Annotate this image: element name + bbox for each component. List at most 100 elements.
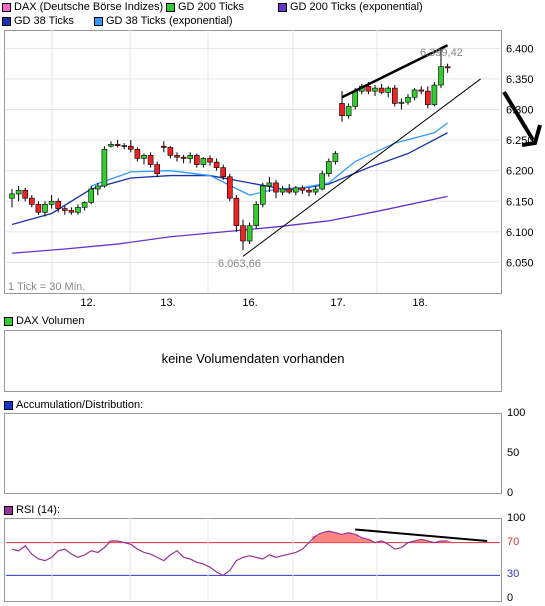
- x-tick-label: 12.: [80, 297, 95, 309]
- x-tick-label: 18.: [412, 297, 427, 309]
- candle-body: [101, 148, 108, 187]
- candle-body: [154, 164, 160, 175]
- legend-label: GD 38 Ticks (exponential): [106, 15, 233, 27]
- legend-item-gd200: GD 200 Ticks: [166, 1, 244, 13]
- candle-body: [233, 197, 240, 227]
- low-value-label: 6.063,66: [218, 258, 261, 270]
- legend-label: DAX (Deutsche Börse Indizes): [14, 1, 164, 13]
- candle-body: [194, 155, 200, 165]
- arrow-head: [521, 124, 542, 147]
- ad-title: Accumulation/Distribution:: [4, 399, 143, 411]
- rsi-trendline: [355, 528, 488, 542]
- legend-swatch-gd200: [166, 2, 175, 12]
- candle-body: [108, 144, 114, 147]
- candle-body: [273, 182, 279, 193]
- candle-body: [68, 210, 75, 213]
- y-tick-label: 6.050: [506, 257, 534, 269]
- candle-body: [319, 173, 326, 190]
- candle-body: [95, 185, 101, 190]
- candle-body: [187, 155, 193, 159]
- ad-tick-100: 100: [507, 407, 526, 419]
- ad-panel: [4, 413, 502, 494]
- candle-body: [42, 204, 48, 213]
- candle-body: [15, 189, 22, 195]
- legend-label: GD 200 Ticks: [178, 1, 245, 13]
- high-value-label: 6.399,42: [420, 47, 463, 59]
- volume-title-label: DAX Volumen: [16, 315, 85, 327]
- candle-body: [292, 187, 299, 193]
- volume-swatch: [4, 316, 13, 326]
- rsi-title-label: RSI (14):: [16, 504, 61, 516]
- candle-body: [312, 188, 319, 193]
- legend-swatch-gd200-exp: [278, 2, 287, 12]
- rsi-tick-0: 0: [507, 592, 514, 604]
- candle-body: [424, 90, 431, 105]
- candle-body: [240, 225, 246, 242]
- candle-body: [81, 202, 88, 208]
- ad-tick-0: 0: [507, 487, 514, 499]
- tick-interval-note: 1 Tick = 30 Min.: [8, 281, 86, 293]
- y-tick-label: 6.200: [506, 166, 534, 178]
- legend-item-gd200-exp: GD 200 Ticks (exponential): [278, 1, 423, 13]
- x-tick-label: 16.: [242, 297, 257, 309]
- candle-body: [391, 87, 398, 104]
- candle-body: [9, 193, 15, 199]
- candle-body: [332, 153, 339, 162]
- rsi-swatch: [4, 505, 13, 515]
- candle-body: [306, 189, 312, 193]
- candle-body: [147, 155, 154, 165]
- legend-label: GD 200 Ticks (exponential): [290, 1, 423, 13]
- ad-tick-50: 50: [507, 447, 520, 459]
- candle-body: [259, 185, 266, 205]
- candle-body: [444, 66, 451, 69]
- candle-body: [213, 161, 220, 168]
- legend-swatch-dax: [2, 2, 11, 12]
- trendline: [341, 44, 449, 99]
- rsi-tick-100: 100: [507, 512, 526, 524]
- chart-legend: DAX (Deutsche Börse Indizes) GD 200 Tick…: [0, 0, 545, 32]
- y-tick-label: 6.100: [506, 227, 534, 239]
- ad-title-label: Accumulation/Distribution:: [16, 399, 144, 411]
- series-line: [11, 195, 448, 254]
- rsi-overbought-fill: [107, 531, 451, 543]
- candle-body: [141, 155, 147, 159]
- candle-body: [61, 208, 68, 211]
- legend-item-gd38: GD 38 Ticks: [2, 15, 74, 27]
- candle-body: [299, 187, 306, 191]
- rsi-line: [11, 530, 448, 577]
- candle-body: [266, 182, 273, 187]
- candle-body: [220, 167, 226, 178]
- legend-swatch-gd38: [2, 16, 11, 26]
- ad-swatch: [4, 400, 13, 410]
- legend-label: GD 38 Ticks: [14, 15, 74, 27]
- candle-body: [35, 204, 42, 213]
- candle-body: [75, 207, 81, 213]
- candle-body: [438, 66, 444, 86]
- legend-item-gd38-exp: GD 38 Ticks (exponential): [94, 15, 233, 27]
- candle-body: [405, 96, 411, 103]
- candle-body: [227, 176, 233, 199]
- rsi-panel: [4, 518, 502, 602]
- candle-body: [167, 147, 174, 156]
- candle-body: [372, 87, 378, 92]
- price-chart: 12. 13. 16. 17. 18.6.4006.3506.3006.2506.200…: [6, 30, 534, 309]
- candle-body: [28, 197, 35, 205]
- candle-body: [345, 106, 352, 116]
- legend-swatch-gd38-exp: [94, 16, 103, 26]
- candle-body: [114, 144, 121, 146]
- candle-body: [55, 200, 62, 209]
- candle-body: [22, 189, 29, 199]
- candle-body: [378, 87, 385, 93]
- rsi-tick-70: 70: [507, 536, 520, 548]
- trendline: [242, 78, 481, 257]
- candle-body: [339, 103, 345, 116]
- candle-body: [279, 188, 286, 193]
- annotation-arrow: [502, 90, 542, 147]
- arrow-shaft: [502, 90, 535, 142]
- y-tick-label: 6.400: [506, 43, 534, 55]
- candle-body: [385, 87, 392, 93]
- candle-body: [286, 188, 293, 193]
- rsi-title: RSI (14):: [4, 504, 60, 516]
- candle-body: [207, 158, 213, 163]
